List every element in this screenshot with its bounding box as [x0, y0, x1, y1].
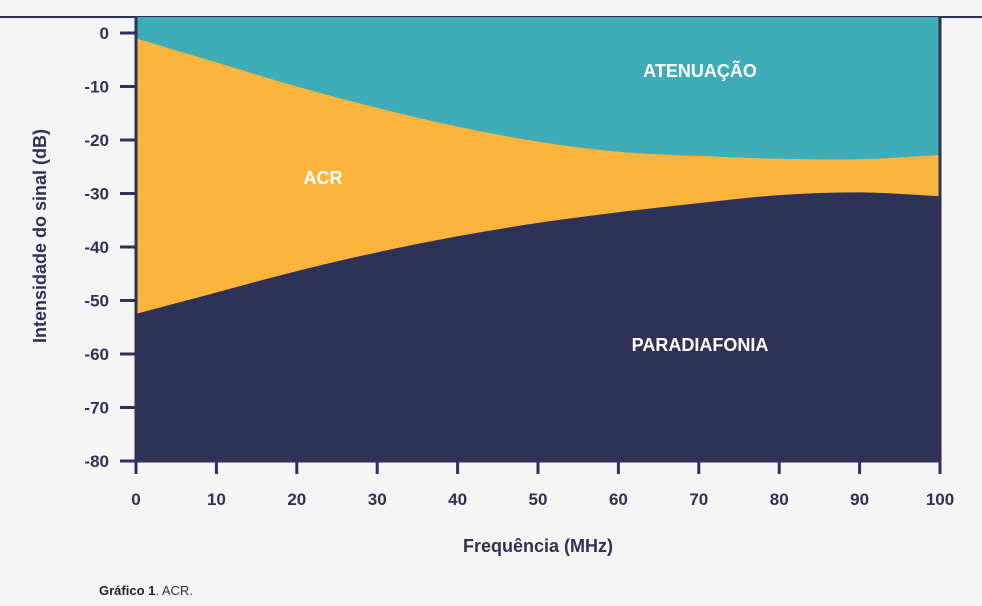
- area-paradiafonia: [136, 192, 940, 461]
- y-tick-label: -50: [84, 292, 109, 311]
- region-label-paradiafonia: PARADIAFONIA: [632, 335, 769, 355]
- x-tick-label: 20: [287, 490, 306, 509]
- x-tick-label: 40: [448, 490, 467, 509]
- caption-text: . ACR.: [155, 583, 193, 598]
- y-tick-label: -10: [84, 78, 109, 97]
- x-tick-label: 60: [609, 490, 628, 509]
- area-atenuacao: [136, 17, 940, 160]
- y-axis-label: Intensidade do sinal (dB): [30, 129, 50, 343]
- y-tick-label: -40: [84, 238, 109, 257]
- y-tick-label: -70: [84, 399, 109, 418]
- x-axis-label: Frequência (MHz): [463, 536, 613, 556]
- x-tick-label: 70: [689, 490, 708, 509]
- region-label-acr: ACR: [304, 168, 343, 188]
- y-tick-label: -60: [84, 345, 109, 364]
- y-tick-label: -80: [84, 452, 109, 471]
- region-label-atenuacao: ATENUAÇÃO: [643, 60, 757, 81]
- y-tick-label: 0: [100, 24, 109, 43]
- x-tick-label: 30: [368, 490, 387, 509]
- x-tick-label: 80: [770, 490, 789, 509]
- x-tick-label: 0: [131, 490, 140, 509]
- x-tick-label: 90: [850, 490, 869, 509]
- figure-caption: Gráfico 1. ACR.: [99, 583, 193, 598]
- y-tick-label: -30: [84, 185, 109, 204]
- y-tick-label: -20: [84, 131, 109, 150]
- caption-bold: Gráfico 1: [99, 583, 156, 598]
- x-tick-label: 50: [529, 490, 548, 509]
- x-tick-label: 100: [926, 490, 954, 509]
- x-tick-label: 10: [207, 490, 226, 509]
